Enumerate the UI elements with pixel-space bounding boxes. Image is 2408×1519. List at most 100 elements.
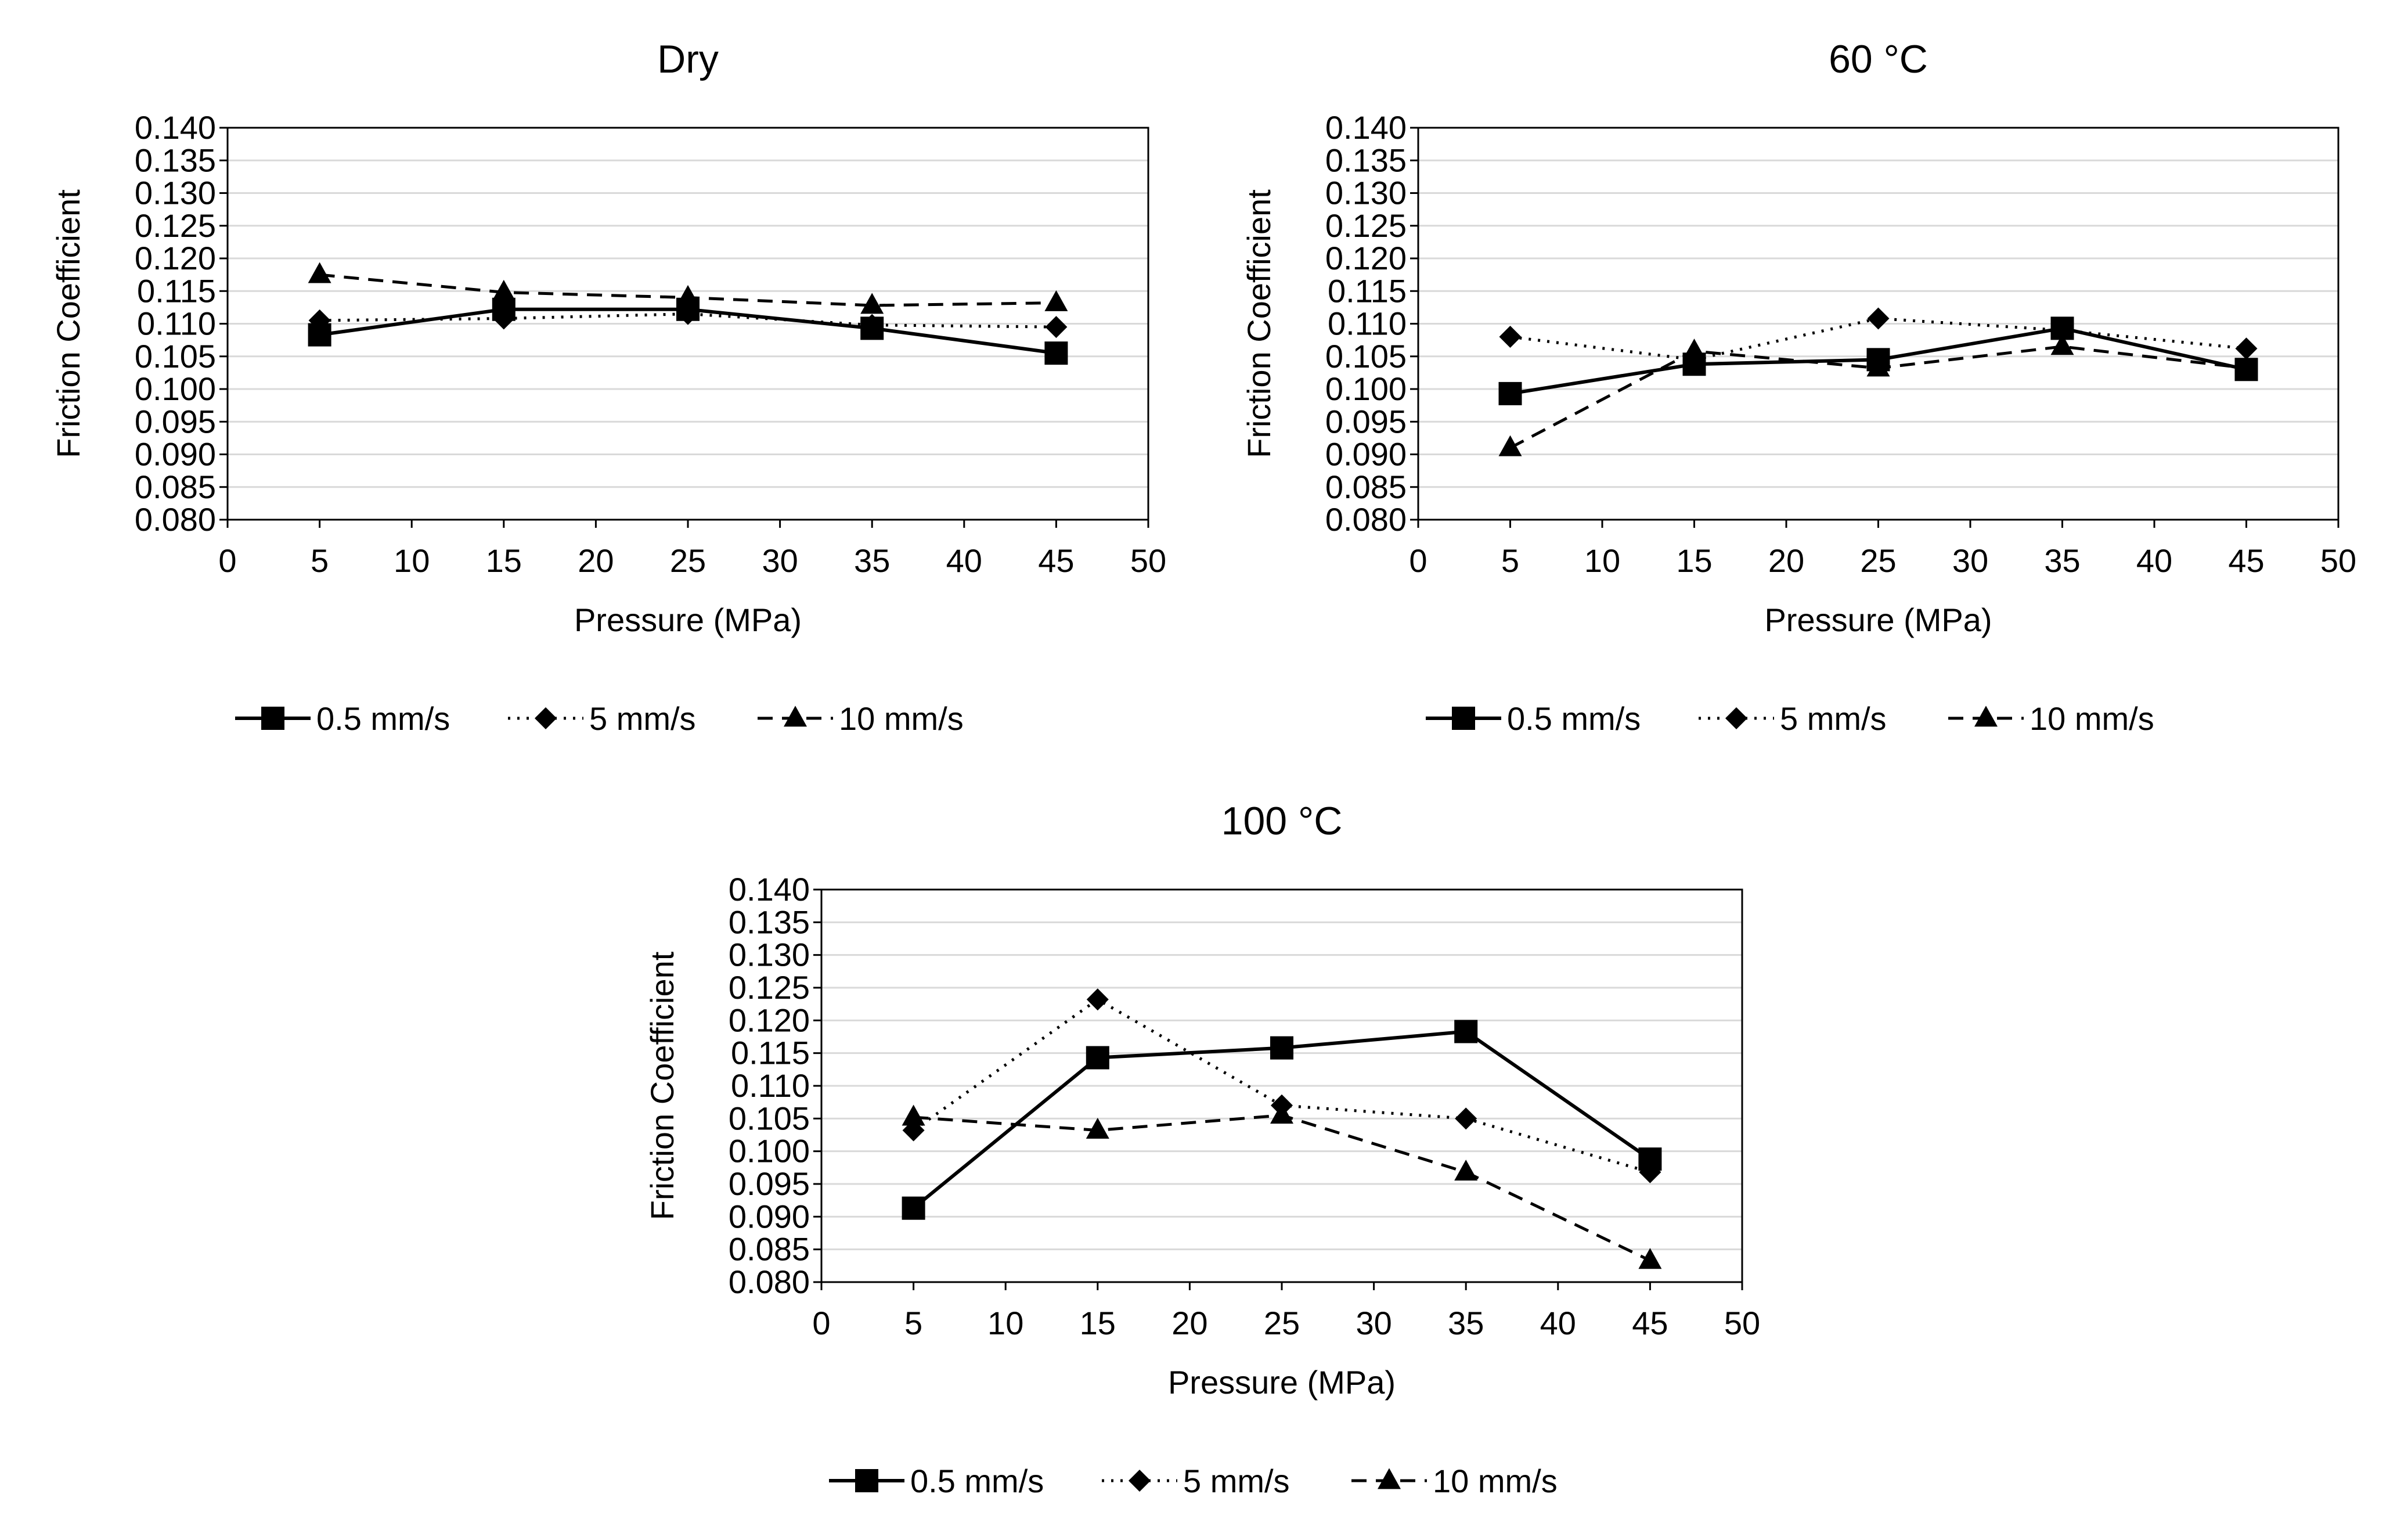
x-tick-label: 50 <box>2320 542 2356 579</box>
x-tick-label: 0 <box>218 542 236 579</box>
chart-title: 60 °C <box>1829 37 1928 81</box>
y-axis-title: Friction Coefficient <box>644 951 680 1220</box>
legend-marker-square <box>855 1469 878 1492</box>
data-point-triangle <box>2050 334 2074 355</box>
y-tick-label: 0.080 <box>135 501 216 538</box>
data-point-triangle <box>1270 1103 1293 1124</box>
y-tick-label: 0.105 <box>1325 338 1407 375</box>
y-tick-label: 0.105 <box>135 338 216 375</box>
legend-label: 5 mm/s <box>1183 1463 1290 1499</box>
y-tick-label: 0.110 <box>731 1067 810 1104</box>
x-tick-label: 40 <box>2136 542 2172 579</box>
data-point-triangle <box>1498 435 1522 456</box>
data-point-square <box>1454 1020 1478 1043</box>
data-point-square <box>1086 1046 1109 1070</box>
x-tick-label: 25 <box>670 542 706 579</box>
data-point-square <box>676 297 700 321</box>
data-point-triangle <box>1044 290 1068 311</box>
data-point-square <box>902 1196 925 1220</box>
x-tick-label: 10 <box>987 1305 1023 1341</box>
y-tick-label: 0.130 <box>135 175 216 211</box>
x-tick-label: 45 <box>1038 542 1074 579</box>
legend-entry: 5 mm/s <box>1699 700 1887 737</box>
legend-marker-square <box>261 707 284 730</box>
y-tick-label: 0.090 <box>135 436 216 473</box>
y-tick-label: 0.130 <box>1325 175 1407 211</box>
y-tick-label: 0.095 <box>135 403 216 440</box>
x-tick-label: 30 <box>762 542 798 579</box>
y-tick-label: 0.080 <box>729 1264 810 1300</box>
chart-title: Dry <box>657 37 719 81</box>
y-tick-label: 0.110 <box>137 305 216 342</box>
y-tick-label: 0.105 <box>729 1100 810 1136</box>
y-tick-label: 0.115 <box>1328 272 1407 309</box>
legend-marker-diamond <box>535 707 557 729</box>
y-tick-label: 0.115 <box>137 272 216 309</box>
y-tick-label: 0.135 <box>729 904 810 940</box>
legend-label: 10 mm/s <box>839 700 964 737</box>
y-tick-label: 0.090 <box>729 1198 810 1234</box>
legend-marker-triangle <box>784 705 807 727</box>
x-tick-label: 35 <box>2044 542 2080 579</box>
y-tick-label: 0.120 <box>729 1002 810 1038</box>
legend-entry: 10 mm/s <box>1948 700 2154 737</box>
legend-entry: 0.5 mm/s <box>1426 700 1641 737</box>
legend-marker-diamond <box>1725 707 1747 729</box>
x-tick-label: 0 <box>812 1305 830 1341</box>
x-axis-title: Pressure (MPa) <box>1168 1364 1396 1401</box>
y-tick-label: 0.120 <box>1325 240 1407 276</box>
x-tick-label: 5 <box>904 1305 922 1341</box>
y-tick-label: 0.125 <box>1325 207 1407 244</box>
legend-marker-triangle <box>1974 705 1998 727</box>
chart-panel-3: 100 °C0.0800.0850.0900.0950.1000.1050.11… <box>644 799 1760 1499</box>
y-tick-label: 0.125 <box>135 207 216 244</box>
data-point-square <box>308 323 331 347</box>
y-tick-label: 0.140 <box>729 871 810 908</box>
data-point-square <box>1866 348 1890 372</box>
y-tick-label: 0.120 <box>135 240 216 276</box>
x-tick-label: 10 <box>1584 542 1620 579</box>
data-point-diamond <box>2235 337 2258 360</box>
data-point-square <box>1682 352 1706 376</box>
data-point-square <box>1638 1147 1662 1171</box>
x-axis-title: Pressure (MPa) <box>574 602 802 638</box>
data-point-square <box>2234 358 2258 381</box>
legend-label: 5 mm/s <box>1780 700 1887 737</box>
x-tick-label: 45 <box>1632 1305 1668 1341</box>
x-tick-label: 20 <box>1768 542 1804 579</box>
chart-panel-1: Dry0.0800.0850.0900.0950.1000.1050.1100.… <box>50 37 1166 737</box>
legend-entry: 0.5 mm/s <box>235 700 450 737</box>
data-point-triangle <box>308 262 331 283</box>
y-tick-label: 0.135 <box>135 142 216 178</box>
y-tick-label: 0.140 <box>1325 109 1407 146</box>
x-tick-label: 15 <box>1676 542 1712 579</box>
x-tick-label: 50 <box>1724 1305 1760 1341</box>
x-tick-label: 45 <box>2228 542 2264 579</box>
data-point-triangle <box>492 279 516 301</box>
y-tick-label: 0.140 <box>135 109 216 146</box>
x-tick-label: 30 <box>1356 1305 1392 1341</box>
x-axis-title: Pressure (MPa) <box>1764 602 1992 638</box>
data-point-diamond <box>1499 326 1522 348</box>
legend-label: 5 mm/s <box>589 700 696 737</box>
data-point-triangle <box>902 1104 925 1126</box>
legend-label: 0.5 mm/s <box>1507 700 1641 737</box>
x-tick-label: 35 <box>854 542 890 579</box>
data-point-diamond <box>1455 1107 1477 1130</box>
legend-entry: 10 mm/s <box>1351 1463 1558 1499</box>
y-tick-label: 0.115 <box>731 1035 810 1071</box>
y-tick-label: 0.100 <box>135 370 216 407</box>
y-tick-label: 0.085 <box>1325 469 1407 505</box>
y-axis-title: Friction Coefficient <box>50 189 86 458</box>
legend-marker-triangle <box>1378 1468 1401 1489</box>
y-tick-label: 0.135 <box>1325 142 1407 178</box>
x-tick-label: 20 <box>578 542 614 579</box>
y-tick-label: 0.085 <box>729 1231 810 1268</box>
y-tick-label: 0.100 <box>1325 370 1407 407</box>
legend-label: 10 mm/s <box>1433 1463 1558 1499</box>
x-tick-label: 50 <box>1130 542 1166 579</box>
x-tick-label: 20 <box>1171 1305 1207 1341</box>
x-tick-label: 30 <box>1952 542 1988 579</box>
legend-label: 0.5 mm/s <box>316 700 450 737</box>
